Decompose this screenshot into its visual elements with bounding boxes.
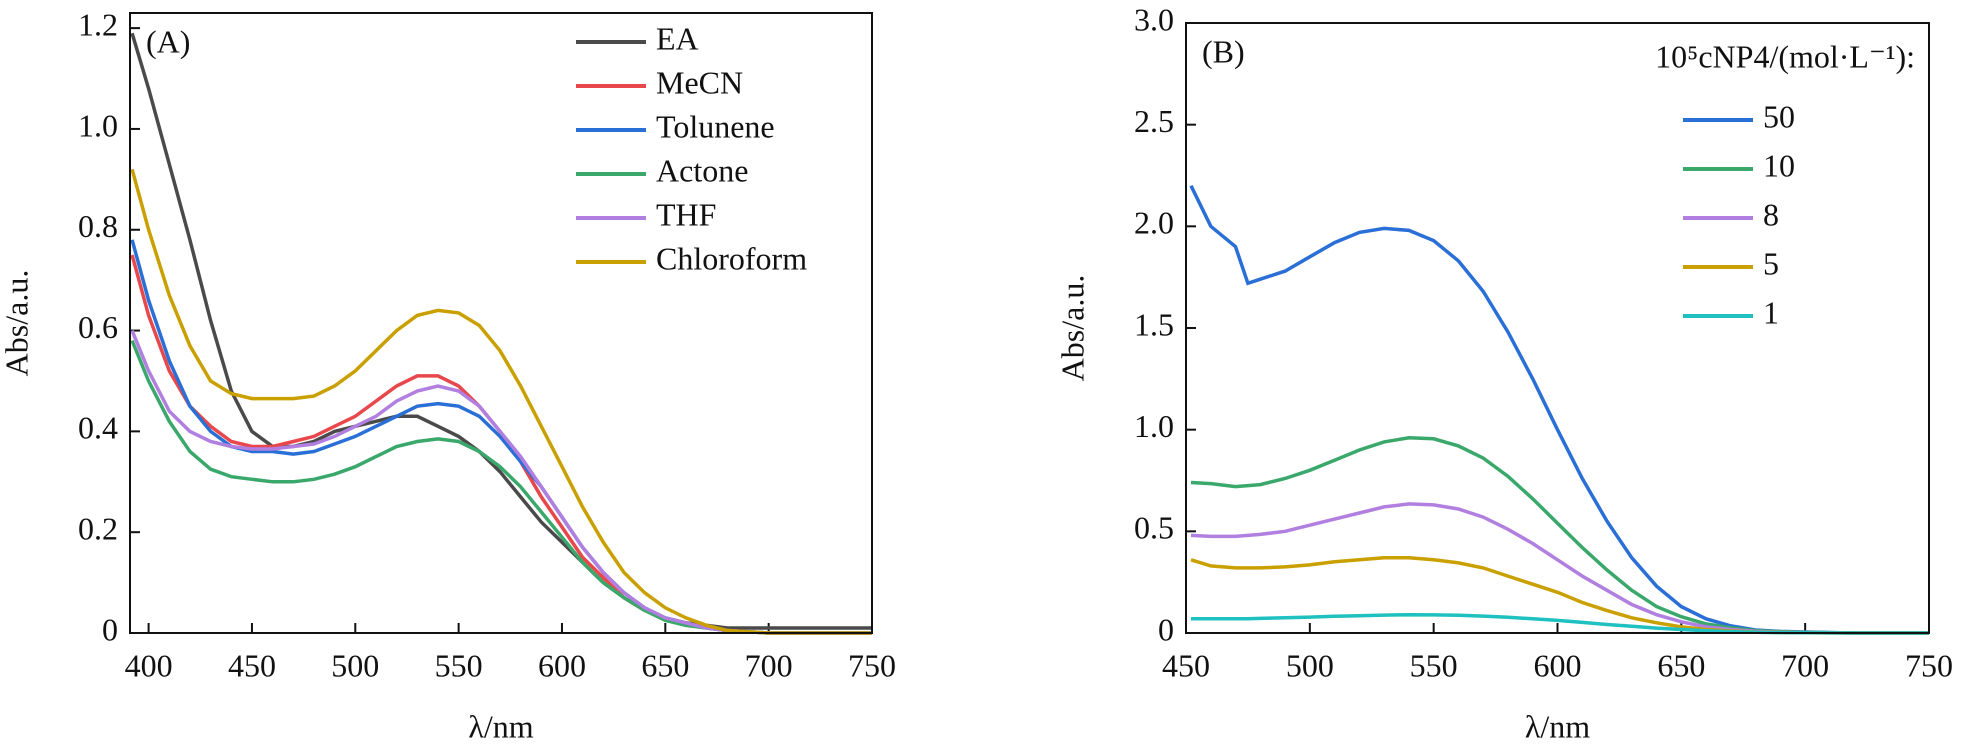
y-tick-label: 2.0 [1134, 205, 1174, 241]
y-tick-label: 0.5 [1134, 510, 1174, 546]
data-line [1190, 436, 1929, 635]
legend-label: 10 [1763, 147, 1795, 183]
y-tick-label: 1.0 [1134, 408, 1174, 444]
x-tick-label: 600 [1534, 647, 1582, 683]
legend-label: 50 [1763, 98, 1795, 134]
x-tick-label: 750 [848, 647, 896, 683]
x-tick-label: 500 [1286, 647, 1334, 683]
x-tick-label: 650 [1657, 647, 1705, 683]
y-axis-label: Abs/a.u. [1054, 275, 1090, 382]
x-tick-label: 550 [1410, 647, 1458, 683]
y-tick-label: 0.2 [78, 511, 118, 547]
x-tick-label: 500 [331, 647, 379, 683]
data-line [1191, 612, 1929, 635]
x-tick-label: 600 [538, 647, 586, 683]
y-tick-label: 2.5 [1134, 103, 1174, 139]
y-tick-label: 1.0 [78, 107, 118, 143]
y-axis-label: Abs/a.u. [0, 270, 34, 377]
legend-label: 8 [1763, 196, 1779, 232]
data-line [130, 339, 872, 635]
x-tick-label: 750 [1905, 647, 1953, 683]
legend-label: MeCN [656, 64, 743, 100]
y-tick-label: 0.4 [78, 410, 118, 446]
y-tick-label: 0.8 [78, 208, 118, 244]
y-tick-label: 0 [102, 611, 118, 647]
x-tick-label: 400 [125, 647, 173, 683]
x-tick-label: 450 [228, 647, 276, 683]
x-tick-label: 550 [435, 647, 483, 683]
legend-label: EA [656, 20, 699, 56]
legend-label: 1 [1763, 294, 1779, 330]
data-line [130, 168, 872, 635]
x-axis-label: λ/nm [468, 708, 533, 744]
legend-label: Chloroform [656, 240, 807, 276]
panel-label: (A) [146, 23, 190, 59]
y-tick-label: 0 [1158, 611, 1174, 647]
y-tick-label: 3.0 [1134, 1, 1174, 37]
panel-label: (B) [1202, 33, 1245, 69]
legend-title: 10⁵cNP4/(mol·L⁻¹): [1655, 38, 1915, 74]
x-tick-label: 700 [1781, 647, 1829, 683]
x-tick-label: 450 [1162, 647, 1210, 683]
y-tick-label: 0.6 [78, 309, 118, 345]
legend-label: Actone [656, 152, 748, 188]
y-tick-label: 1.5 [1134, 306, 1174, 342]
data-line [130, 254, 872, 635]
legend-label: THF [656, 196, 716, 232]
legend-label: Tolunene [656, 108, 775, 144]
plot-frame [1185, 22, 1930, 634]
x-axis-label: λ/nm [1525, 708, 1590, 744]
legend-label: 5 [1763, 245, 1779, 281]
data-line [130, 329, 872, 635]
x-tick-label: 700 [745, 647, 793, 683]
plot-frame [129, 12, 873, 634]
x-tick-label: 650 [641, 647, 689, 683]
y-tick-label: 1.2 [78, 6, 118, 42]
